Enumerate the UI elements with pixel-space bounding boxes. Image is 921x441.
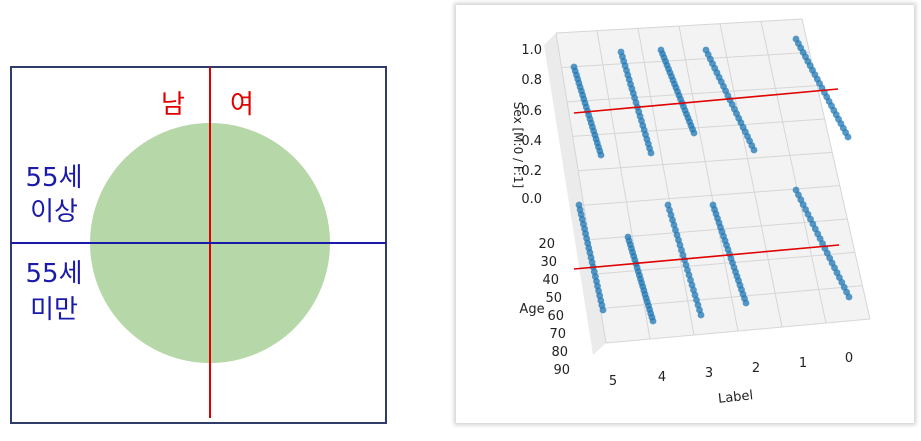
- data-point: [649, 317, 657, 325]
- label-tick: 4: [658, 370, 666, 385]
- data-point: [845, 293, 853, 301]
- reference-line: [573, 88, 839, 114]
- label-over-55-line2: 이상: [30, 197, 78, 227]
- age-tick: 20: [538, 237, 555, 252]
- age-tick: 40: [542, 273, 559, 288]
- label-tick: 5: [609, 374, 617, 389]
- scatter3d-panel: Sex [M:0 / F:1] Age Label 1.0 0.8 0.6 0.…: [456, 5, 914, 423]
- grid-line: [578, 151, 833, 172]
- age-tick: 80: [551, 345, 568, 360]
- age-tick: 90: [553, 363, 570, 378]
- label-under-55-line1: 55세: [25, 259, 82, 289]
- plot-side-pane: [544, 33, 606, 355]
- age-tick: 60: [547, 309, 564, 324]
- grid-line: [600, 285, 863, 310]
- data-point: [750, 146, 758, 154]
- data-point: [690, 129, 698, 137]
- label-over-55-line1: 55세: [25, 163, 82, 193]
- z-axis-label: Sex [M:0 / F:1]: [511, 102, 525, 188]
- grid-line: [719, 23, 783, 328]
- grid-line: [572, 118, 825, 137]
- grid-line: [561, 51, 810, 68]
- reference-line: [573, 244, 840, 270]
- scatter-points: [570, 35, 853, 325]
- grid-line: [760, 21, 827, 324]
- label-tick: 2: [752, 361, 760, 376]
- concept-diagram: 남 여 55세 이상 55세 미만: [0, 0, 420, 437]
- scatter3d-plot: Sex [M:0 / F:1] Age Label 1.0 0.8 0.6 0.…: [511, 18, 871, 407]
- reference-lines: [573, 88, 840, 270]
- age-axis-label: Age: [519, 302, 544, 317]
- grid-line: [637, 28, 695, 336]
- label-tick: 3: [705, 366, 713, 381]
- label-male: 남: [161, 90, 185, 120]
- age-tick: 30: [540, 255, 557, 270]
- z-tick: 0.4: [521, 134, 542, 149]
- data-point: [599, 306, 607, 314]
- data-point: [742, 299, 750, 307]
- z-tick: 0.2: [521, 164, 542, 179]
- z-tick: 0.8: [521, 73, 542, 88]
- grid-line: [567, 85, 818, 103]
- label-tick: 1: [799, 356, 807, 371]
- z-tick: 1.0: [521, 43, 542, 58]
- age-tick: 70: [549, 327, 566, 342]
- grid-line: [555, 18, 803, 34]
- z-tick: 0.0: [521, 192, 542, 207]
- label-tick: 0: [845, 351, 853, 366]
- label-female: 여: [230, 90, 254, 120]
- age-tick: 50: [545, 291, 562, 306]
- grid-line: [605, 318, 871, 344]
- label-under-55-line2: 미만: [30, 295, 78, 325]
- data-point: [647, 149, 655, 157]
- grid-line: [678, 25, 739, 332]
- data-point: [844, 133, 852, 141]
- concept-diagram-svg: 남 여 55세 이상 55세 미만: [10, 66, 387, 424]
- z-tick: 0.6: [521, 104, 542, 119]
- data-point: [697, 311, 705, 319]
- label-axis-label: Label: [717, 388, 753, 407]
- data-point: [597, 151, 605, 159]
